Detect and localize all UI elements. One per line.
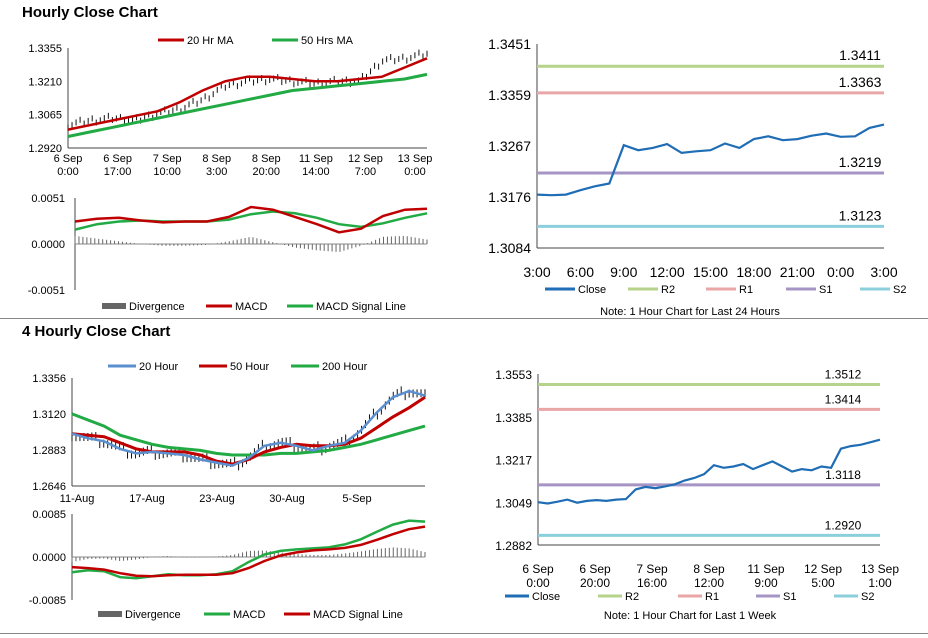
hourly-price-y-tick: 1.3065	[28, 110, 62, 122]
hourly-sr-note: Note: 1 Hour Chart for Last 24 Hours	[600, 306, 780, 318]
four-hourly-macd-signal-line	[71, 525, 426, 578]
hourly-price-x-tick: 6 Sep 0:00	[54, 153, 83, 178]
four-hourly-20hour-line	[71, 389, 426, 467]
four-hourly-macd-legend-divergence-label: Divergence	[125, 609, 181, 621]
four-hourly-50hour-line	[71, 395, 426, 466]
hourly-sr-level-s1-label: 1.3219	[839, 154, 882, 170]
hourly-sr-x-tick: 0:00	[827, 264, 854, 280]
four-hourly-sr-level-r2-label: 1.3512	[825, 367, 862, 381]
four-hourly-200hour-line	[71, 412, 426, 457]
four-hourly-sr-x-tick: 8 Sep 12:00	[693, 562, 725, 590]
four-hourly-sr-x-tick: 11 Sep 9:00	[747, 562, 784, 590]
hourly-macd-legend-divergence-label: Divergence	[129, 301, 185, 313]
four-hourly-price-y-tick: 1.3356	[32, 373, 66, 385]
hourly-sr-y-tick: 1.3451	[488, 36, 531, 52]
four-hourly-sr-x-tick: 6 Sep 20:00	[579, 562, 611, 590]
hourly-price-x-tick: 6 Sep 17:00	[103, 153, 132, 178]
hourly-macd-y-tick: 0.0051	[31, 193, 65, 205]
hourly-sr-x-tick: 21:00	[780, 264, 815, 280]
hourly-legend-20hr-ma-label: 20 Hr MA	[187, 35, 234, 47]
hourly-sr-level-s2-label: 1.3123	[839, 207, 882, 223]
hourly-sr-y-tick: 1.3267	[488, 138, 531, 154]
hourly-sr-legend-s1-label: S1	[819, 284, 832, 296]
hourly-price-x-tick: 8 Sep 20:00	[252, 153, 281, 178]
hourly-sr-level-r2-label: 1.3411	[839, 47, 881, 63]
hourly-sr-close-line	[536, 123, 885, 197]
hourly-macd-line	[74, 205, 428, 234]
hourly-50hr-ma-line	[67, 72, 428, 138]
four-hourly-legend-200hour-label: 200 Hour	[322, 361, 368, 373]
hourly-sr-x-tick: 15:00	[693, 264, 728, 280]
hourly-macd-legend-macd-label: MACD	[235, 301, 267, 313]
four-hourly-price-x-tick: 30-Aug	[269, 493, 304, 505]
four-hourly-price-y-tick: 1.2883	[32, 445, 66, 457]
hourly-sr-level-r1-label: 1.3363	[839, 74, 882, 90]
four-hourly-sr-y-tick: 1.3553	[495, 368, 532, 382]
four-hourly-sr-x-tick: 13 Sep 1:00	[861, 562, 899, 590]
four-hourly-legend-20hour-label: 20 Hour	[139, 361, 178, 373]
hourly-price-x-tick: 8 Sep 3:00	[202, 153, 231, 178]
section-divider	[0, 318, 928, 319]
hourly-sr-x-tick: 3:00	[870, 264, 897, 280]
four-hourly-sr-note: Note: 1 Hour Chart for Last 1 Week	[604, 610, 777, 622]
four-hourly-sr-close-line	[537, 438, 881, 505]
hourly-price-x-tick: 11 Sep 14:00	[299, 153, 333, 178]
four-hourly-price-x-tick: 17-Aug	[129, 493, 164, 505]
four-hourly-macd-y-tick: 0.0000	[32, 552, 66, 564]
four-hourly-price-y-tick: 1.2646	[32, 481, 66, 493]
hourly-legend-50hrs-ma-label: 50 Hrs MA	[301, 35, 354, 47]
four-hourly-section-title: 4 Hourly Close Chart	[22, 323, 171, 340]
hourly-section-title: Hourly Close Chart	[22, 4, 158, 21]
four-hourly-sr-legend-s1-label: S1	[783, 591, 796, 603]
four-hourly-sr-x-tick: 7 Sep 16:00	[636, 562, 668, 590]
hourly-sr-x-tick: 3:00	[523, 264, 550, 280]
hourly-price-x-tick: 12 Sep 7:00	[348, 153, 383, 178]
four-hourly-price-y-tick: 1.3120	[32, 409, 66, 421]
four-hourly-price-x-tick: 11-Aug	[60, 493, 95, 505]
hourly-sr-legend-close-label: Close	[578, 284, 606, 296]
hourly-price-x-tick: 7 Sep 10:00	[153, 153, 182, 178]
four-hourly-macd-y-tick: -0.0085	[29, 595, 66, 607]
hourly-price-y-tick: 1.3355	[28, 43, 62, 55]
four-hourly-sr-legend-r1-label: R1	[705, 591, 719, 603]
hourly-sr-x-tick: 6:00	[567, 264, 594, 280]
hourly-sr-x-tick: 12:00	[650, 264, 685, 280]
four-hourly-sr-level-s1-label: 1.3118	[825, 468, 861, 482]
four-hourly-sr-x-tick: 12 Sep 5:00	[804, 562, 842, 590]
four-hourly-sr-y-tick: 1.2882	[495, 539, 532, 553]
four-hourly-sr-level-r1-label: 1.3414	[825, 392, 862, 406]
four-hourly-macd-legend-signal-label: MACD Signal Line	[313, 609, 403, 621]
four-hourly-price-x-tick: 23-Aug	[199, 493, 234, 505]
four-hourly-sr-y-tick: 1.3217	[495, 454, 532, 468]
four-hourly-sr-legend-s2-label: S2	[861, 591, 874, 603]
four-hourly-macd-line	[71, 519, 426, 580]
hourly-sr-x-tick: 9:00	[610, 264, 637, 280]
four-hourly-sr-legend-r2-label: R2	[625, 591, 639, 603]
hourly-price-y-tick: 1.2920	[28, 143, 62, 155]
hourly-sr-y-tick: 1.3359	[488, 87, 531, 103]
four-hourly-price-x-tick: 5-Sep	[342, 493, 371, 505]
four-hourly-macd-legend-macd-label: MACD	[233, 609, 265, 621]
four-hourly-sr-y-tick: 1.3385	[495, 411, 532, 425]
hourly-sr-y-tick: 1.3176	[488, 189, 531, 205]
four-hourly-macd-y-tick: 0.0085	[32, 509, 66, 521]
four-hourly-sr-level-s2-label: 1.2920	[825, 518, 862, 532]
hourly-sr-y-tick: 1.3084	[488, 240, 531, 256]
four-hourly-sr-x-tick: 6 Sep 0:00	[522, 562, 554, 590]
hourly-20hr-ma-line	[67, 57, 428, 131]
hourly-macd-y-tick: 0.0000	[31, 239, 65, 251]
hourly-macd-y-tick: -0.0051	[28, 285, 65, 297]
hourly-sr-x-tick: 18:00	[736, 264, 771, 280]
hourly-price-y-tick: 1.3210	[28, 76, 62, 88]
hourly-sr-legend-s2-label: S2	[893, 284, 906, 296]
hourly-sr-legend-r1-label: R1	[739, 284, 753, 296]
hourly-price-x-tick: 13 Sep 0:00	[398, 153, 433, 178]
hourly-sr-legend-r2-label: R2	[661, 284, 675, 296]
bottom-divider	[0, 633, 928, 634]
four-hourly-legend-50hour-label: 50 Hour	[230, 361, 269, 373]
hourly-macd-legend-signal-label: MACD Signal Line	[316, 301, 406, 313]
four-hourly-sr-y-tick: 1.3049	[495, 496, 532, 510]
four-hourly-sr-legend-close-label: Close	[532, 591, 560, 603]
